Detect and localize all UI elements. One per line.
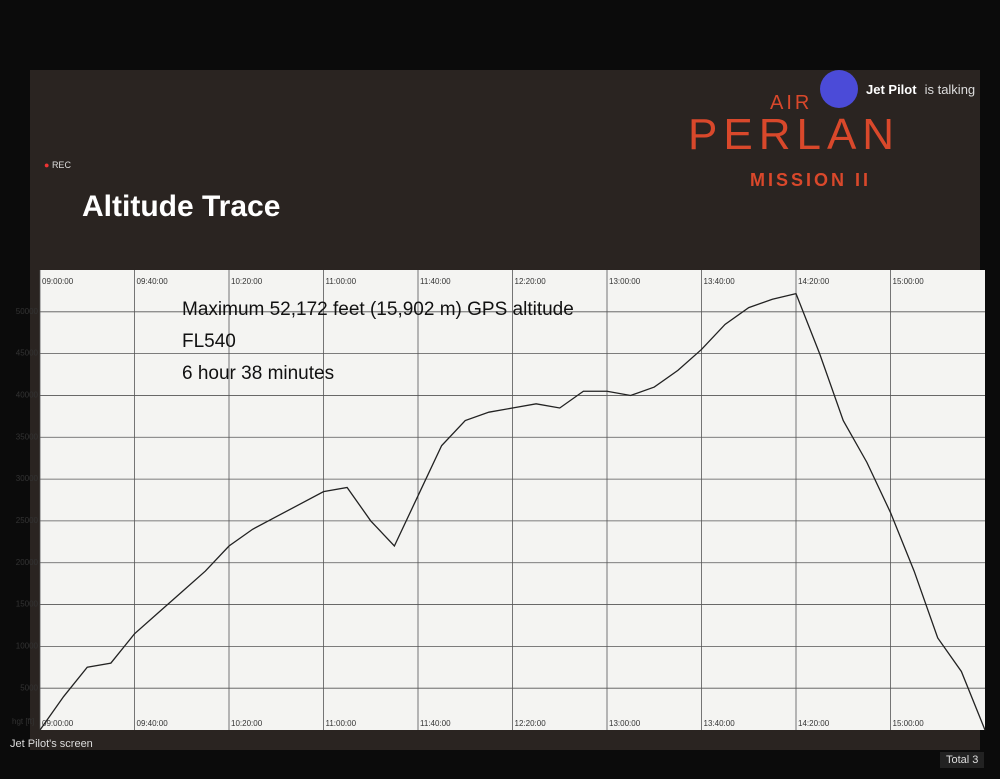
y-tick-label: 5000 [20,683,38,692]
annotation: 6 hour 38 minutes [182,363,334,384]
x-tick-label: 13:40:00 [704,277,736,286]
rec-indicator: ● REC [44,160,71,170]
y-tick-label: 10000 [16,641,39,650]
y-tick-label: 35000 [16,432,39,441]
y-tick-label: 40000 [16,391,39,400]
x-tick-label: 10:20:00 [231,277,263,286]
y-axis-label: hgt [ft] [12,717,34,726]
y-tick-label: 20000 [16,558,39,567]
x-tick-label: 11:40:00 [420,277,451,286]
x-tick-label: 11:00:00 [326,277,357,286]
slide-title: Altitude Trace [82,190,281,223]
x-tick-label: 15:00:00 [893,277,925,286]
x-tick-label: 09:40:00 [137,277,169,286]
screen-owner: Jet Pilot's screen [10,738,93,750]
y-tick-label: 50000 [16,307,39,316]
x-tick-label: 09:40:00 [137,719,169,728]
speaker-avatar [820,70,858,108]
y-tick-label: 30000 [16,474,39,483]
x-tick-label: 11:00:00 [326,719,357,728]
speaker-name: Jet Pilot [866,81,917,97]
x-tick-label: 10:20:00 [231,719,263,728]
x-tick-label: 13:00:00 [609,277,641,286]
x-tick-label: 14:20:00 [798,277,830,286]
logo-top: AIR [770,92,813,114]
x-tick-label: 13:00:00 [609,719,641,728]
x-tick-label: 15:00:00 [893,719,925,728]
x-tick-label: 09:00:00 [42,277,74,286]
x-tick-label: 13:40:00 [704,719,736,728]
annotation: Maximum 52,172 feet (15,902 m) GPS altit… [182,299,574,320]
rec-label: REC [51,160,71,170]
x-tick-label: 12:20:00 [515,719,547,728]
logo-main: PERLAN [688,110,901,159]
y-tick-label: 45000 [16,349,39,358]
x-tick-label: 09:00:00 [42,719,74,728]
y-tick-label: 15000 [16,600,39,609]
x-tick-label: 14:20:00 [798,719,830,728]
speaker-indicator: Jet Pilot is talking [820,70,975,108]
annotation: FL540 [182,331,236,352]
logo-sub: MISSION II [750,170,872,190]
y-tick-label: 25000 [16,516,39,525]
x-tick-label: 11:40:00 [420,719,451,728]
altitude-line [39,292,986,731]
speaker-status: is talking [924,81,976,97]
x-tick-label: 12:20:00 [515,277,547,286]
participants-button[interactable]: Total 3 [940,752,985,768]
